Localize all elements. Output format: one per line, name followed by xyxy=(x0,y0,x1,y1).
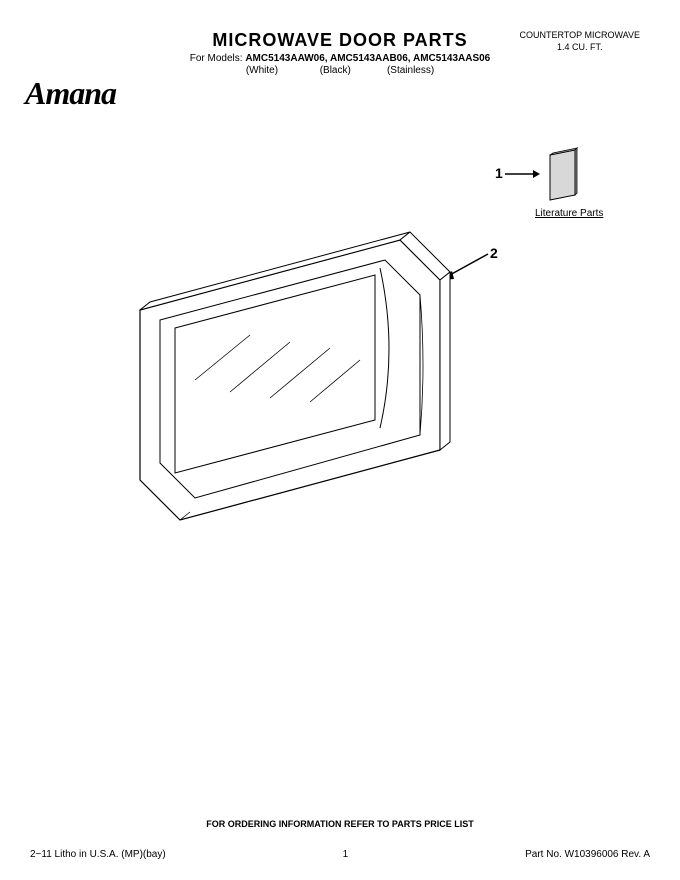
models-line: For Models: AMC5143AAW06, AMC5143AAB06, … xyxy=(0,53,680,64)
logo-text: Amana xyxy=(25,75,116,111)
microwave-door-svg xyxy=(0,130,680,630)
door-diagram xyxy=(0,130,680,750)
corner-spec: COUNTERTOP MICROWAVE 1.4 CU. FT. xyxy=(519,30,640,53)
models-list: AMC5143AAW06, AMC5143AAB06, AMC5143AAS06 xyxy=(245,53,490,64)
footer-page-number: 1 xyxy=(343,849,349,860)
footer-left: 2−11 Litho in U.S.A. (MP)(bay) xyxy=(30,849,166,860)
models-prefix: For Models: xyxy=(190,53,246,64)
footer-part-number: Part No. W10396006 Rev. A xyxy=(525,849,650,860)
ordering-note: FOR ORDERING INFORMATION REFER TO PARTS … xyxy=(0,819,680,829)
corner-line2: 1.4 CU. FT. xyxy=(519,42,640,54)
brand-logo: Amana xyxy=(25,75,116,112)
corner-line1: COUNTERTOP MICROWAVE xyxy=(519,30,640,42)
